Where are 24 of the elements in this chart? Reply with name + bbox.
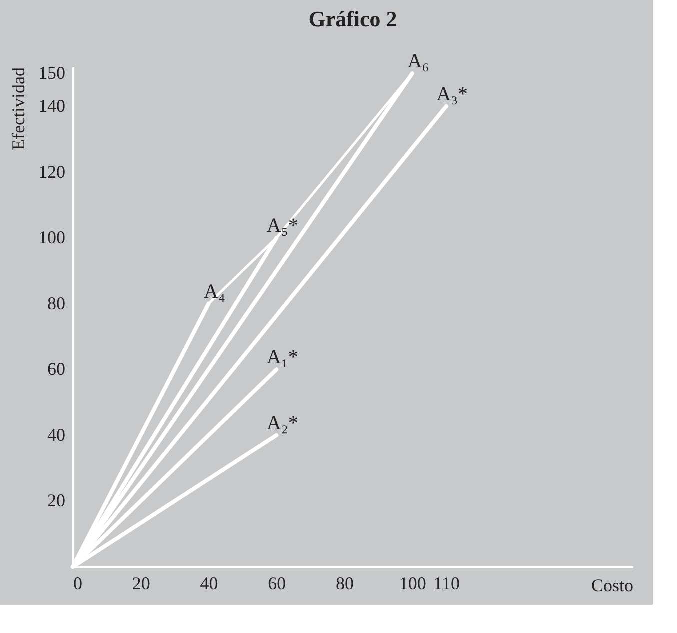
- y-tick-label: 150: [38, 63, 66, 84]
- x-tick-label: 60: [268, 574, 286, 594]
- annotation: A₄: [204, 280, 226, 303]
- annotation: A₃*: [436, 83, 468, 106]
- chart-title: Gráfico 2: [308, 6, 398, 32]
- x-tick-label: 40: [200, 574, 218, 594]
- annotation: A₅*: [266, 215, 298, 238]
- x-tick-label: 0: [74, 574, 82, 594]
- y-tick-label: 140: [38, 96, 66, 116]
- x-tick-label: 80: [336, 574, 354, 594]
- y-tick-label: 120: [38, 162, 66, 182]
- x-tick-label: 110: [434, 574, 460, 594]
- y-tick-label: 80: [48, 293, 66, 314]
- y-tick-label: 20: [48, 490, 66, 511]
- y-axis-title: Efectividad: [8, 68, 28, 150]
- x-tick-label: 100: [399, 574, 426, 594]
- y-tick-label: 40: [48, 424, 66, 445]
- x-tick-label: 20: [132, 574, 150, 594]
- y-tick-label: 100: [38, 228, 66, 248]
- x-axis-title: Costo: [591, 576, 634, 596]
- annotation: A₂*: [266, 412, 298, 434]
- annotation: A₁*: [266, 346, 298, 369]
- annotation: A₆: [408, 50, 430, 73]
- y-tick-label: 60: [48, 359, 66, 380]
